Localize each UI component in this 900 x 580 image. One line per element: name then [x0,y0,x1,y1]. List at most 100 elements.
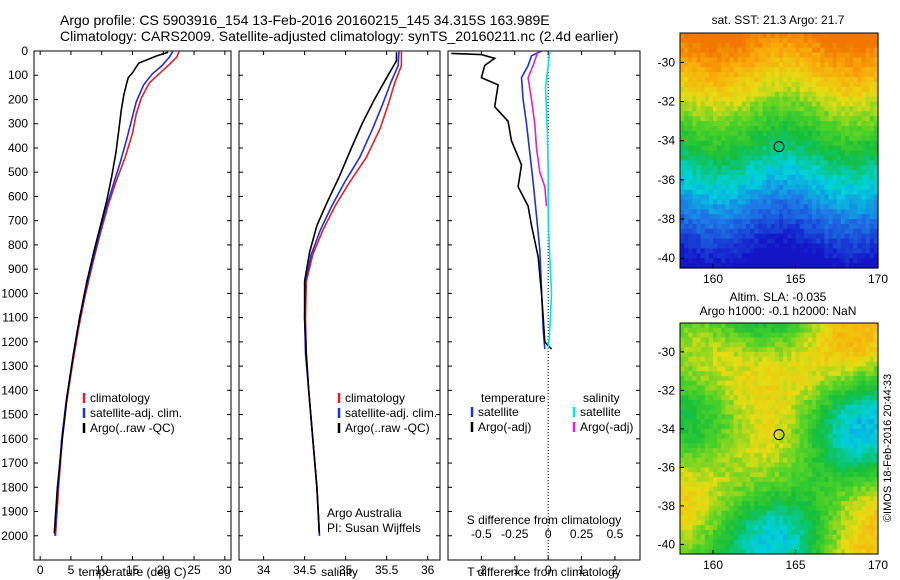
map-cell [828,214,834,220]
map-cell [750,424,755,430]
map-cell [741,77,747,83]
map-cell [836,361,842,367]
map-cell [704,150,710,156]
map-cell [799,126,805,132]
map-cell [680,414,685,420]
map-cell [708,351,714,358]
map-cell [680,155,685,161]
map-cell [849,419,854,425]
map-cell [750,347,755,353]
map-cell [750,428,755,435]
map-cell [845,101,850,108]
map-cell [758,72,764,78]
map-cell [741,228,747,235]
map-cell [754,86,759,93]
map-cell [750,375,755,382]
map-cell [708,86,714,93]
map-cell [816,486,821,493]
map-cell [729,150,735,156]
map-cell [783,457,788,464]
map-cell [684,467,689,473]
map-cell [807,332,813,339]
map-cell [770,371,776,377]
map-cell [857,160,863,166]
map-cell [853,160,858,166]
map-cell [696,337,702,343]
map-cell [680,233,685,240]
map-cell [713,160,718,166]
map-cell [750,165,755,171]
map-cell [824,121,830,127]
map-cell [733,356,739,363]
map-cell [746,323,751,329]
map-cell [766,42,772,49]
map-cell [754,452,759,459]
map-cell [684,395,689,401]
map-cell [737,438,743,444]
map-cell [869,130,875,137]
map-cell [774,491,780,497]
map-cell [869,116,875,122]
map-cell [713,150,718,156]
map-cell [820,233,825,240]
map-cell [766,323,772,329]
map-cell [721,130,726,137]
map-cell [836,37,842,44]
map-cell [820,433,825,440]
map-cell [795,72,801,78]
map-cell [857,491,863,497]
map-cell [713,361,718,367]
map-cell [787,505,792,512]
map-cell [688,481,693,488]
map-cell [849,462,854,468]
map-cell [853,243,858,250]
map-cell [717,481,722,488]
map-cell [737,448,743,454]
map-cell [869,223,875,230]
map-cell [721,438,726,444]
map-cell [873,204,879,210]
map-cell [869,72,875,78]
map-cell [700,366,706,372]
map-cell [688,323,693,329]
map-cell [746,515,751,521]
map-cell [783,486,788,493]
map-cell [799,491,805,497]
map-cell [708,150,714,156]
map-cell [770,428,776,435]
map-cell [820,130,825,137]
map-cell [692,72,698,78]
map-cell [816,184,821,191]
map-cell [787,472,792,478]
map-cell [688,101,693,108]
map-cell [832,126,838,132]
map-cell [750,194,755,201]
map-cell [750,81,755,88]
map-cell [766,481,772,488]
map-cell [717,515,722,521]
map-cell [873,67,879,73]
map-cell [708,47,714,54]
map-cell [700,72,706,78]
map-cell [754,549,759,555]
map-cell [692,452,698,459]
map-cell [729,491,735,497]
map-cell [836,130,842,137]
map-cell [700,33,706,39]
map-cell [737,199,743,205]
map-y-tick-label: -38 [658,499,676,513]
map-cell [795,472,801,478]
map-cell [684,67,689,73]
map-cell [840,529,846,536]
map-cell [820,72,825,78]
map-cell [783,337,788,343]
map-cell [688,42,693,49]
map-cell [733,395,739,401]
map-cell [746,337,751,343]
map-cell [828,150,834,156]
map-cell [696,462,702,468]
map-cell [721,174,726,181]
map-cell [824,135,830,142]
map-cell [812,496,817,502]
map-cell [849,238,854,245]
